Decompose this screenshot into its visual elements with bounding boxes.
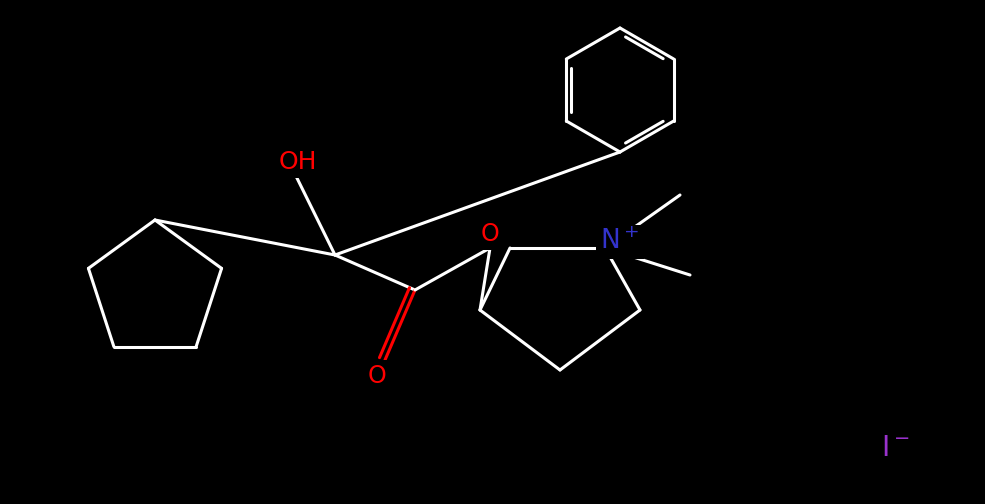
Text: OH: OH [279, 150, 317, 174]
Text: O: O [481, 222, 499, 246]
Text: O: O [367, 364, 386, 388]
Text: N$^+$: N$^+$ [601, 229, 639, 255]
Text: I$^-$: I$^-$ [881, 434, 909, 462]
